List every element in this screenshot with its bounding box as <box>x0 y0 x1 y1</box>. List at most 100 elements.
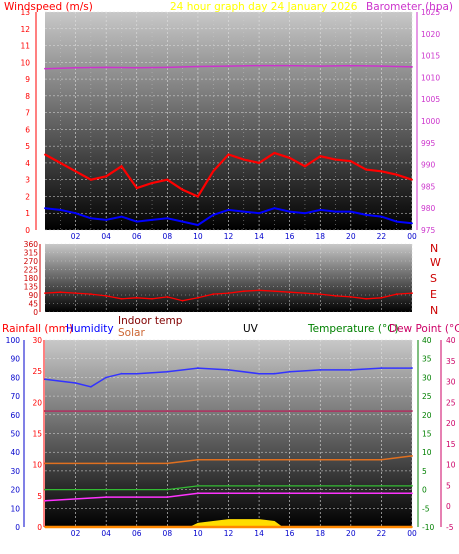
wind-average-line-point-7 <box>151 219 153 221</box>
outdoor-temp-line-point-3 <box>197 458 199 461</box>
windspeed-line-point-3 <box>89 178 92 181</box>
windspeed-line-point-6 <box>135 187 138 189</box>
outdoor-temp-line-point-9 <box>380 458 383 461</box>
windspeed-line-point-4 <box>105 175 108 178</box>
p1-ytick-left-7: 7 <box>25 109 30 118</box>
dewpoint-line-point-9 <box>380 492 383 495</box>
wind-direction-line-point-2 <box>74 292 77 295</box>
temperature-line-point-6 <box>288 484 291 487</box>
p3-ytick-temp-5: 5 <box>422 467 427 476</box>
outdoor-temp-line-point-1 <box>105 462 108 465</box>
p2-ytick-0: 0 <box>33 308 38 317</box>
p3-ytick-percent-60: 60 <box>10 411 20 420</box>
humidity-line <box>44 367 412 388</box>
p3-ytick-dew-5: 5 <box>446 481 451 490</box>
p1-ytick-right-1020: 1020 <box>421 30 440 39</box>
p1-ytick-right-990: 990 <box>421 161 436 170</box>
dewpoint-line-point-7 <box>319 492 322 495</box>
p3-ytick-dew-20: 20 <box>446 419 456 428</box>
barometer-line-point-6 <box>227 65 230 67</box>
p1-ytick-right-1010: 1010 <box>421 73 440 82</box>
p3-ytick-percent-0: 0 <box>15 523 20 532</box>
humidity-line-point-13 <box>349 369 352 371</box>
dewpoint-line-point-8 <box>349 492 352 495</box>
wind-axis-label: Windspeed (m/s) <box>4 1 93 13</box>
p3-xtick-02: 02 <box>71 529 81 538</box>
humidity-line-point-14 <box>380 367 383 369</box>
dewpoint-line-point-3 <box>197 492 199 495</box>
p1-xtick-20: 20 <box>346 232 356 241</box>
p1-ytick-right-975: 975 <box>421 226 436 235</box>
indoor-temp-line-point-0 <box>44 410 46 412</box>
dewpoint-line-point-1 <box>105 496 108 498</box>
windspeed-line-point-24 <box>411 178 413 181</box>
windspeed-line-point-13 <box>242 158 245 161</box>
p2-ytick-315: 315 <box>24 249 39 258</box>
p3-ytick-percent-30: 30 <box>10 467 20 476</box>
wind-average-line-point-19 <box>334 210 337 213</box>
p2-ytick-90: 90 <box>28 291 38 300</box>
windspeed-line-point-20 <box>349 160 352 163</box>
wind-average-line-point-12 <box>227 208 230 211</box>
wind-direction-line-point-9 <box>181 299 184 302</box>
axes: 02 04 06 08 10 12 14 16 18 20 22 000123456789101112… <box>6 8 456 538</box>
wind-average-line-point-1 <box>59 208 62 211</box>
indoor-temp-line-point-6 <box>411 410 413 412</box>
outdoor-temp-line-point-7 <box>319 458 322 461</box>
temperature-line-point-9 <box>380 484 383 487</box>
temperature-line-point-2 <box>166 488 169 491</box>
wind-direction-line-point-22 <box>380 296 383 299</box>
humidity-line-point-0 <box>44 378 46 381</box>
wind-average-line-point-5 <box>120 215 123 218</box>
compass-label-w: W <box>430 256 441 269</box>
p1-xtick-16: 16 <box>285 232 295 241</box>
wind-average-line-point-4 <box>105 219 108 221</box>
humidity-heading: Humidity <box>66 323 114 335</box>
humidity-line-point-6 <box>166 370 169 373</box>
wind-direction-line-point-17 <box>304 292 306 295</box>
wind-direction-line-point-6 <box>135 296 138 299</box>
p3-ytick-temp--5: -5 <box>422 504 430 513</box>
humidity-line-point-15 <box>411 367 413 369</box>
barometer-line-point-1 <box>74 66 77 69</box>
wind-average-line-point-2 <box>74 212 77 215</box>
p3-ytick-percent-80: 80 <box>10 373 20 382</box>
wind-direction-line-point-15 <box>273 290 276 293</box>
uv-heading: UV <box>243 323 259 335</box>
p1-ytick-left-3: 3 <box>25 176 30 185</box>
wind-direction-line-point-16 <box>288 291 291 294</box>
wind-direction-line-point-5 <box>120 297 123 300</box>
wind-direction-line-point-18 <box>319 293 322 295</box>
barometer-line-point-5 <box>197 65 199 68</box>
indoor-temp-line-point-2 <box>166 410 169 412</box>
wind-direction-line-point-20 <box>349 295 352 298</box>
p1-xtick-06: 06 <box>132 232 142 241</box>
p3-ytick-temp-0: 0 <box>422 486 427 495</box>
p1-xtick-00: 00 <box>407 232 417 241</box>
p3-ytick-dew-25: 25 <box>446 398 456 407</box>
p3-xtick-18: 18 <box>315 529 325 538</box>
barometer-line-point-0 <box>44 67 46 70</box>
p3-ytick-dew-0: 0 <box>446 502 451 511</box>
p3-xtick-04: 04 <box>101 529 111 538</box>
p2-ytick-180: 180 <box>24 274 39 283</box>
p3-ytick-dew-40: 40 <box>446 336 456 345</box>
p1-ytick-left-13: 13 <box>20 8 30 17</box>
outdoor-temp-line-point-4 <box>227 458 230 461</box>
solar-heading: Solar <box>118 327 145 339</box>
windspeed-line-point-2 <box>74 170 77 173</box>
p3-ytick-rain-20: 20 <box>32 398 42 407</box>
humidity-line-point-9 <box>258 372 260 375</box>
wind-direction-line-point-24 <box>411 292 413 295</box>
p1-xtick-14: 14 <box>254 232 264 241</box>
p3-ytick-temp-15: 15 <box>422 430 432 439</box>
outdoor-temp-line-point-6 <box>288 458 291 461</box>
compass-label-s: S <box>430 272 437 285</box>
humidity-line-point-12 <box>319 369 322 371</box>
compass-label-e: E <box>430 288 437 301</box>
temperature-line-point-5 <box>258 484 260 487</box>
p3-ytick-dew--5: -5 <box>446 523 454 532</box>
wind-direction-line-point-11 <box>212 293 215 295</box>
p1-xtick-18: 18 <box>315 232 325 241</box>
windspeed-line-point-22 <box>380 170 383 173</box>
